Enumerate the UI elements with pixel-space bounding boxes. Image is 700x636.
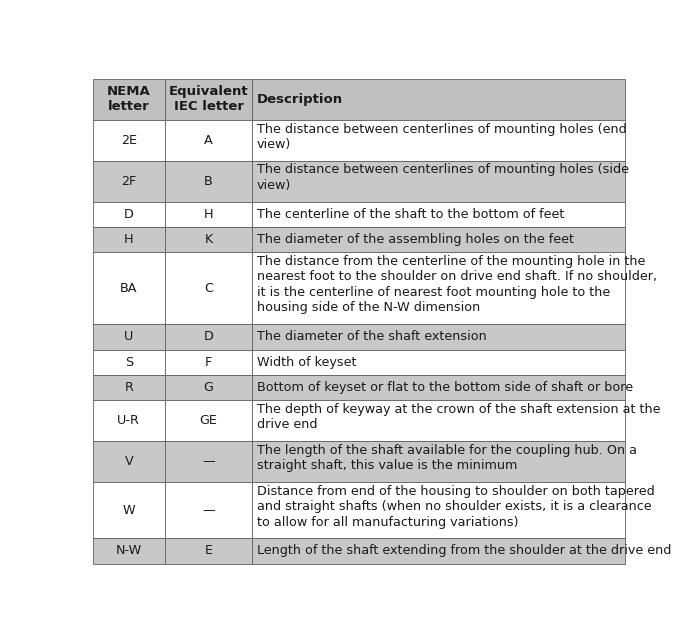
Text: Equivalent
IEC letter: Equivalent IEC letter (169, 85, 248, 113)
Bar (93, 226, 164, 252)
Text: —: — (202, 504, 215, 516)
Bar (93, 120, 164, 161)
Text: Description: Description (257, 93, 343, 106)
Bar (93, 252, 164, 324)
Text: C: C (204, 282, 213, 294)
Bar (164, 161, 253, 202)
Text: NEMA
letter: NEMA letter (107, 85, 150, 113)
Bar (253, 324, 624, 350)
Bar (253, 375, 624, 400)
Bar (93, 441, 164, 481)
Bar (93, 539, 164, 563)
Text: E: E (204, 544, 213, 558)
Bar (93, 324, 164, 350)
Text: Width of keyset: Width of keyset (257, 356, 356, 369)
Bar (93, 350, 164, 375)
Bar (164, 350, 253, 375)
Bar (253, 400, 624, 441)
Text: B: B (204, 175, 213, 188)
Bar (253, 441, 624, 481)
Bar (253, 481, 624, 539)
Text: V: V (125, 455, 133, 467)
Text: Bottom of keyset or flat to the bottom side of shaft or bore: Bottom of keyset or flat to the bottom s… (257, 381, 633, 394)
Bar (253, 202, 624, 226)
Text: The distance between centerlines of mounting holes (side
view): The distance between centerlines of moun… (257, 163, 629, 192)
Bar (164, 324, 253, 350)
Text: The centerline of the shaft to the bottom of feet: The centerline of the shaft to the botto… (257, 207, 564, 221)
Bar (253, 350, 624, 375)
Text: The depth of keyway at the crown of the shaft extension at the
drive end: The depth of keyway at the crown of the … (257, 403, 660, 431)
Bar (93, 161, 164, 202)
Bar (164, 400, 253, 441)
Bar (253, 539, 624, 563)
Bar (253, 120, 624, 161)
Text: A: A (204, 134, 213, 147)
Text: S: S (125, 356, 133, 369)
Text: D: D (204, 331, 214, 343)
Text: GE: GE (199, 414, 218, 427)
Text: U-R: U-R (118, 414, 140, 427)
Bar (164, 79, 253, 120)
Text: BA: BA (120, 282, 138, 294)
Text: U: U (124, 331, 134, 343)
Bar (93, 400, 164, 441)
Bar (253, 252, 624, 324)
Bar (164, 226, 253, 252)
Text: F: F (205, 356, 212, 369)
Bar (164, 202, 253, 226)
Bar (164, 539, 253, 563)
Bar (164, 120, 253, 161)
Bar (164, 252, 253, 324)
Text: W: W (122, 504, 135, 516)
Bar (93, 481, 164, 539)
Text: The diameter of the assembling holes on the feet: The diameter of the assembling holes on … (257, 233, 574, 246)
Text: —: — (202, 455, 215, 467)
Text: The diameter of the shaft extension: The diameter of the shaft extension (257, 331, 486, 343)
Text: H: H (204, 207, 214, 221)
Bar (93, 79, 164, 120)
Bar (253, 226, 624, 252)
Bar (253, 79, 624, 120)
Text: 2F: 2F (121, 175, 136, 188)
Bar (164, 441, 253, 481)
Bar (93, 202, 164, 226)
Text: D: D (124, 207, 134, 221)
Text: Distance from end of the housing to shoulder on both tapered
and straight shafts: Distance from end of the housing to shou… (257, 485, 654, 529)
Bar (164, 481, 253, 539)
Text: The distance between centerlines of mounting holes (end
view): The distance between centerlines of moun… (257, 123, 626, 151)
Text: Length of the shaft extending from the shoulder at the drive end: Length of the shaft extending from the s… (257, 544, 671, 558)
Bar (164, 375, 253, 400)
Text: H: H (124, 233, 134, 246)
Text: The distance from the centerline of the mounting hole in the
nearest foot to the: The distance from the centerline of the … (257, 255, 657, 314)
Bar (93, 375, 164, 400)
Text: R: R (125, 381, 133, 394)
Text: N-W: N-W (116, 544, 142, 558)
Bar (253, 161, 624, 202)
Text: 2E: 2E (121, 134, 136, 147)
Text: The length of the shaft available for the coupling hub. On a
straight shaft, thi: The length of the shaft available for th… (257, 444, 637, 472)
Text: G: G (204, 381, 214, 394)
Text: K: K (204, 233, 213, 246)
